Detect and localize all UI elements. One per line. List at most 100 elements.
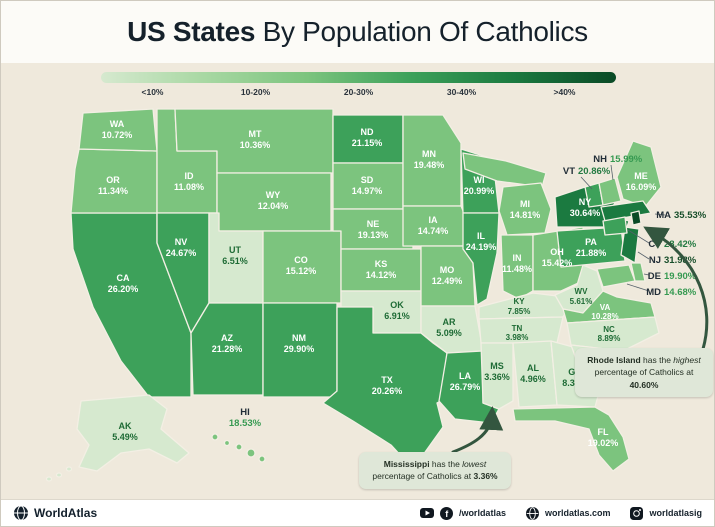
state-VT-value: 20.86% [578, 166, 611, 177]
legend-label-3: 20-30% [343, 87, 374, 97]
state-SD-value: 14.97% [352, 186, 383, 196]
state-FL-label: FL [598, 427, 609, 437]
state-OR-label: OR [106, 175, 120, 185]
state-MN-label: MN [422, 149, 436, 159]
state-AR-value: 5.09% [436, 328, 462, 338]
state-IN-value: 11.48% [502, 264, 532, 274]
globe-icon [14, 505, 28, 521]
state-NE [332, 208, 414, 250]
state-ME-value: 16.09% [626, 182, 657, 192]
state-KY-value: 7.85% [508, 307, 531, 316]
state-PA-label: PA [585, 237, 597, 247]
mississippi-callout: Mississippi has the lowest percentage of… [359, 452, 511, 489]
state-MD [596, 264, 636, 288]
state-NH [598, 177, 622, 206]
state-DE [630, 262, 646, 282]
state-OH-value: 15.42% [542, 258, 573, 268]
title-bold: US States [127, 16, 256, 47]
state-ME [616, 140, 662, 208]
state-ID-value: 11.08% [174, 182, 204, 192]
state-MD-value: 14.68% [664, 287, 697, 298]
callout-ri-value: 40.60% [629, 379, 659, 390]
state-MA-value: 35.53% [674, 210, 707, 221]
callout-ri-text2: percentage of Catholics at [594, 367, 694, 378]
callout-ms-text1: has the [429, 459, 463, 469]
social-handle: /worldatlas [458, 508, 506, 518]
state-AK-label: AK [119, 421, 132, 431]
state-IA-label: IA [429, 215, 439, 225]
rhode-island-callout: Rhode Island has the highest percentage … [575, 348, 713, 397]
legend: <10% 10-20% 20-30% 30-40% >40% [101, 72, 616, 97]
svg-text:f: f [445, 509, 449, 519]
state-HI-island [258, 455, 266, 463]
state-NV-value: 24.67% [166, 248, 197, 258]
state-IL-label: IL [477, 231, 486, 241]
state-MO [420, 245, 476, 307]
state-MT-value: 10.36% [240, 140, 271, 150]
callout-ri-state: Rhode Island [587, 355, 641, 365]
state-NM-value: 29.90% [284, 344, 315, 354]
state-WA-value: 10.72% [102, 130, 133, 140]
state-IA-value: 14.74% [418, 226, 449, 236]
state-IL-value: 24.19% [466, 242, 497, 252]
state-PA-value: 21.88% [576, 248, 607, 258]
state-HI-island [235, 443, 243, 451]
state-DE-value: 19.90% [664, 271, 697, 282]
state-HI-island [246, 448, 256, 458]
state-WY-value: 12.04% [258, 201, 289, 211]
state-KY-label: KY [513, 297, 525, 306]
state-MA-label: MA [656, 210, 671, 221]
instagram-icon [630, 506, 644, 520]
callout-ms-state: Mississippi [383, 459, 430, 469]
brand-name: WorldAtlas [34, 506, 98, 520]
state-AR-label: AR [443, 317, 456, 327]
callout-ms-text2: percentage of Catholics at [372, 471, 474, 482]
leader-line-NH [610, 164, 614, 181]
state-ID-label: ID [185, 171, 195, 181]
state-UT-label: UT [229, 245, 241, 255]
state-AZ-value: 21.28% [212, 344, 243, 354]
website-url: worldatlas.com [544, 508, 611, 518]
state-MS-value: 3.36% [484, 372, 510, 382]
state-MI-value: 14.81% [510, 210, 541, 220]
state-SD-label: SD [361, 175, 374, 185]
state-ND-label: ND [361, 127, 374, 137]
state-DE-label: DE [648, 271, 661, 282]
leader-line-MA [654, 213, 666, 216]
state-WA-label: WA [110, 119, 125, 129]
state-VA-label: VA [600, 303, 611, 312]
legend-label-2: 10-20% [240, 87, 271, 97]
state-FL-value: 19.02% [588, 438, 619, 448]
state-NC [566, 316, 660, 352]
facebook-icon: f [439, 506, 453, 520]
leader-line-MD [626, 283, 650, 292]
state-KS-value: 14.12% [366, 270, 397, 280]
state-CT-label: CT [648, 239, 661, 250]
state-NY-value: 30.64% [570, 208, 601, 218]
state-MN-value: 19.48% [414, 160, 445, 170]
state-TN-value: 3.98% [506, 333, 529, 342]
state-IN-label: IN [513, 253, 522, 263]
arrow-to-rhode-island [643, 226, 709, 351]
state-WV-value: 5.61% [570, 297, 593, 306]
state-AL-label: AL [527, 363, 539, 373]
state-MO-value: 12.49% [432, 276, 463, 286]
state-CO-label: CO [294, 255, 308, 265]
state-CT-value: 28.42% [664, 239, 697, 250]
state-NV-label: NV [175, 237, 188, 247]
legend-gradient-bar [101, 72, 616, 83]
state-AK-value: 5.49% [112, 432, 138, 442]
state-RI [630, 210, 642, 226]
state-WY-label: WY [266, 190, 281, 200]
leader-line-DE [643, 273, 650, 276]
state-CO-value: 15.12% [286, 266, 317, 276]
state-MS [480, 342, 514, 410]
aleutian-island [55, 472, 63, 478]
state-HI-label: HI [240, 407, 250, 418]
state-TX-label: TX [381, 375, 393, 385]
arrow-to-mississippi [451, 406, 504, 454]
leader-line-NJ [637, 251, 650, 260]
state-TX [322, 306, 448, 470]
legend-label-4: 30-40% [446, 87, 477, 97]
